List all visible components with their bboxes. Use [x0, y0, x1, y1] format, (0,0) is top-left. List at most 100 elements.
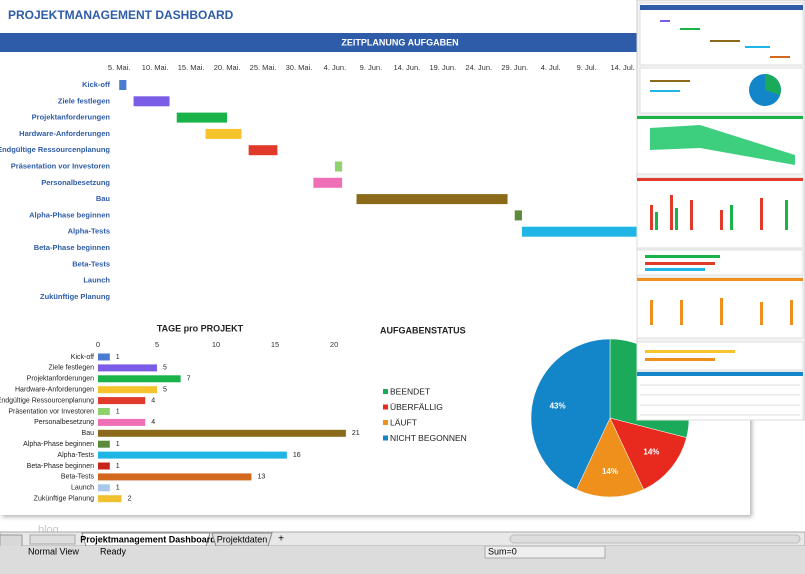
bar: [98, 418, 146, 426]
value-label: 13: [257, 474, 265, 481]
task-label: Ziele festlegen: [58, 96, 111, 105]
status-view: Normal View: [28, 546, 79, 556]
x-tick-label: 4. Jun.: [324, 63, 347, 72]
add-sheet-button[interactable]: +: [278, 534, 284, 545]
task-label: Beta-Phase beginnen: [34, 243, 111, 252]
value-label: 21: [352, 430, 360, 437]
x-tick-label: 15. Mai.: [178, 63, 205, 72]
dashboard-title: PROJEKTMANAGEMENT DASHBOARD: [8, 8, 234, 22]
scrollbar[interactable]: [509, 534, 801, 544]
x-tick-label: 10: [212, 340, 220, 349]
x-tick-label: 20. Mai.: [214, 63, 241, 72]
task-label: Beta-Tests: [72, 259, 110, 268]
bar: [98, 473, 252, 481]
category-label: Alpha-Phase beginnen: [23, 441, 94, 448]
value-label: 16: [293, 452, 301, 459]
task-label: Kick-off: [82, 80, 110, 89]
bar: [98, 353, 110, 361]
legend-label: BEENDET: [390, 386, 430, 396]
task-label: Bau: [96, 194, 111, 203]
legend-swatch: [383, 420, 388, 425]
task-label: Projektanforderungen: [32, 113, 111, 122]
pie-title: AUFGABENSTATUS: [380, 325, 466, 335]
category-label: Präsentation vor Investoren: [8, 408, 94, 415]
value-label: 1: [116, 485, 120, 492]
bar: [98, 451, 287, 459]
bar: [98, 408, 110, 415]
pie-slice: [530, 338, 611, 490]
tab-navigation[interactable]: [29, 534, 76, 545]
category-label: Beta-Phase beginnen: [27, 463, 94, 470]
x-tick-label: 4. Jul.: [541, 63, 561, 72]
slice-label: 14%: [602, 467, 618, 476]
category-label: Endgültige Ressourcenplanung: [0, 397, 94, 404]
sheet-tab-label[interactable]: Projektdaten: [217, 534, 268, 544]
task-label: Alpha-Tests: [68, 227, 110, 236]
value-label: 1: [116, 463, 120, 470]
x-tick-label: 19. Jun.: [429, 63, 456, 72]
category-label: Bau: [82, 430, 95, 437]
category-label: Launch: [71, 485, 94, 492]
x-tick-label: 29. Jun.: [501, 63, 528, 72]
pie-slice: [576, 417, 644, 498]
legend-swatch: [383, 404, 388, 410]
task-label: Personalbesetzung: [41, 178, 110, 187]
value-label: 1: [116, 441, 120, 448]
bar: [98, 429, 346, 437]
status-bar: [0, 546, 805, 574]
x-tick-label: 14. Jul.: [611, 63, 635, 72]
bar: [98, 397, 146, 405]
x-tick-label: 10. Mai.: [142, 63, 169, 72]
bar: [98, 375, 181, 383]
gantt-bar: [521, 226, 637, 237]
value-label: 4: [151, 419, 155, 426]
gantt-bar: [248, 145, 278, 156]
bar: [98, 386, 158, 394]
gantt-bar: [205, 128, 242, 139]
sheet-tab-label[interactable]: Projektmanagement Dashboard: [80, 534, 216, 544]
x-tick-label: 20: [330, 340, 338, 349]
category-label: Kick-off: [71, 354, 94, 361]
gantt-bar: [176, 112, 228, 123]
legend-swatch: [383, 389, 388, 394]
value-label: 1: [116, 408, 120, 415]
bar: [98, 364, 158, 372]
status-state: Ready: [100, 546, 127, 556]
x-tick-label: 9. Jul.: [577, 63, 597, 72]
slice-label: 14%: [643, 447, 659, 456]
x-tick-label: 15: [271, 340, 279, 349]
task-label: Endgültige Ressourcenplanung: [0, 145, 110, 154]
gantt-bar: [119, 80, 127, 90]
x-tick-label: 5. Mai.: [108, 63, 131, 72]
gantt-title: ZEITPLANUNG AUFGABEN: [341, 37, 458, 47]
gantt-plot: [119, 80, 637, 237]
status-sum-box: [484, 545, 606, 559]
gantt-bar: [334, 161, 343, 172]
legend-label: ÜBERFÄLLIG: [390, 402, 443, 412]
bar: [98, 495, 122, 503]
x-tick-label: 24. Jun.: [465, 63, 492, 72]
category-label: Ziele festlegen: [48, 365, 94, 372]
value-label: 2: [128, 496, 132, 503]
value-label: 4: [151, 397, 155, 404]
value-label: 1: [116, 354, 120, 361]
bar: [98, 484, 110, 492]
task-label: Präsentation vor Investoren: [11, 161, 111, 170]
category-label: Hardware-Anforderungen: [15, 387, 94, 394]
x-tick-label: 5: [155, 340, 159, 349]
legend-swatch: [383, 435, 388, 441]
x-tick-label: 0: [96, 340, 100, 349]
task-label: Zukünftige Planung: [40, 292, 110, 301]
category-label: Zukünftige Planung: [34, 496, 94, 503]
x-tick-label: 14. Jun.: [394, 63, 421, 72]
bar-title: TAGE pro PROJEKT: [157, 323, 244, 333]
bar: [98, 440, 110, 448]
gantt-bar: [313, 177, 343, 188]
category-label: Projektanforderungen: [27, 376, 94, 383]
bar: [98, 462, 110, 470]
gantt-bar: [356, 194, 508, 205]
x-tick-label: 25. Mai.: [250, 63, 277, 72]
gantt-bar: [133, 96, 170, 107]
gantt-bar: [514, 210, 522, 221]
